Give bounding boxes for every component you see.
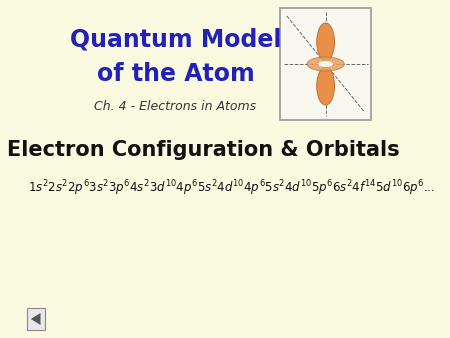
Ellipse shape bbox=[317, 23, 334, 61]
Bar bbox=[280, 8, 371, 120]
Ellipse shape bbox=[317, 67, 334, 105]
Text: Electron Configuration & Orbitals: Electron Configuration & Orbitals bbox=[7, 140, 400, 160]
Ellipse shape bbox=[318, 61, 333, 67]
Text: Ch. 4 - Electrons in Atoms: Ch. 4 - Electrons in Atoms bbox=[94, 100, 256, 113]
Text: Quantum Model: Quantum Model bbox=[70, 28, 281, 52]
Bar bbox=[27, 308, 45, 330]
Text: of the Atom: of the Atom bbox=[96, 62, 254, 86]
Ellipse shape bbox=[307, 57, 344, 71]
Polygon shape bbox=[31, 313, 40, 325]
Text: $1s^{2}2s^{2}2p^{6}3s^{2}3p^{6}4s^{2}3d^{10}4p^{6}5s^{2}4d^{10}4p^{6}5s^{2}4d^{1: $1s^{2}2s^{2}2p^{6}3s^{2}3p^{6}4s^{2}3d^… bbox=[28, 178, 436, 198]
